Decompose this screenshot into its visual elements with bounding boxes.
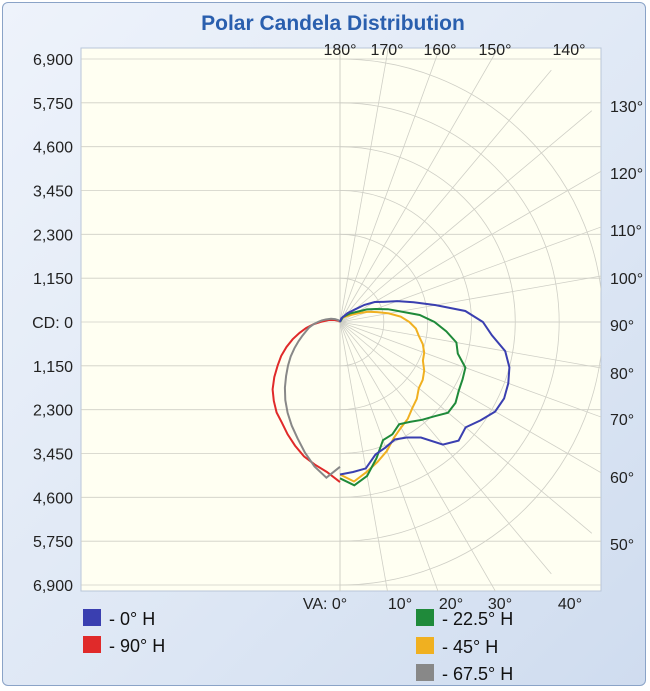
left-axis-tick-label: 1,150 <box>33 359 73 376</box>
right-angle-tick-label: 100° <box>610 271 643 288</box>
top-angle-tick-label: 150° <box>478 42 511 59</box>
top-angle-tick-label: 180° <box>323 42 356 59</box>
left-axis-tick-label: 4,600 <box>33 490 73 507</box>
right-angle-tick-label: 70° <box>610 412 634 429</box>
legend-label: - 0° H <box>109 609 155 629</box>
bottom-angle-tick-label: VA: 0° <box>303 596 347 613</box>
legend-swatch <box>416 609 434 626</box>
right-angle-tick-label: 60° <box>610 470 634 487</box>
left-axis-tick-label: CD: 0 <box>32 315 73 332</box>
legend-label: - 90° H <box>109 636 165 656</box>
left-axis-tick-label: 4,600 <box>33 140 73 157</box>
left-axis-tick-label: 5,750 <box>33 96 73 113</box>
top-angle-tick-label: 170° <box>370 42 403 59</box>
left-axis-tick-label: 6,900 <box>33 578 73 595</box>
legend-swatch <box>416 664 434 681</box>
bottom-angle-tick-label: 40° <box>558 596 582 613</box>
legend-label: - 45° H <box>442 637 498 657</box>
right-angle-tick-label: 90° <box>610 318 634 335</box>
top-angle-tick-label: 160° <box>423 42 456 59</box>
left-axis-tick-label: 5,750 <box>33 534 73 551</box>
left-axis-tick-label: 2,300 <box>33 403 73 420</box>
left-axis-tick-label: 2,300 <box>33 227 73 244</box>
right-angle-tick-label: 110° <box>610 223 642 240</box>
right-angle-tick-label: 80° <box>610 366 634 383</box>
left-axis-tick-label: 1,150 <box>33 271 73 288</box>
chart-title: Polar Candela Distribution <box>201 12 465 35</box>
legend-swatch <box>416 637 434 654</box>
legend: - 0° H - 90° H - 22.5° H - 45° H - 67.5° H <box>83 609 513 684</box>
left-axis-tick-label: 3,450 <box>33 184 73 201</box>
bottom-angle-tick-label: 10° <box>388 596 412 613</box>
legend-label: - 67.5° H <box>442 664 513 684</box>
top-angle-tick-label: 140° <box>552 42 585 59</box>
right-angle-tick-label: 120° <box>610 166 643 183</box>
polar-chart: Polar Candela Distribution 6,900 5,750 4,6… <box>3 3 650 691</box>
right-angle-tick-label: 50° <box>610 537 634 554</box>
left-axis-tick-label: 6,900 <box>33 52 73 69</box>
legend-label: - 22.5° H <box>442 609 513 629</box>
right-angle-tick-label: 130° <box>610 99 643 116</box>
left-axis-tick-label: 3,450 <box>33 447 73 464</box>
legend-swatch <box>83 609 101 626</box>
legend-swatch <box>83 636 101 653</box>
